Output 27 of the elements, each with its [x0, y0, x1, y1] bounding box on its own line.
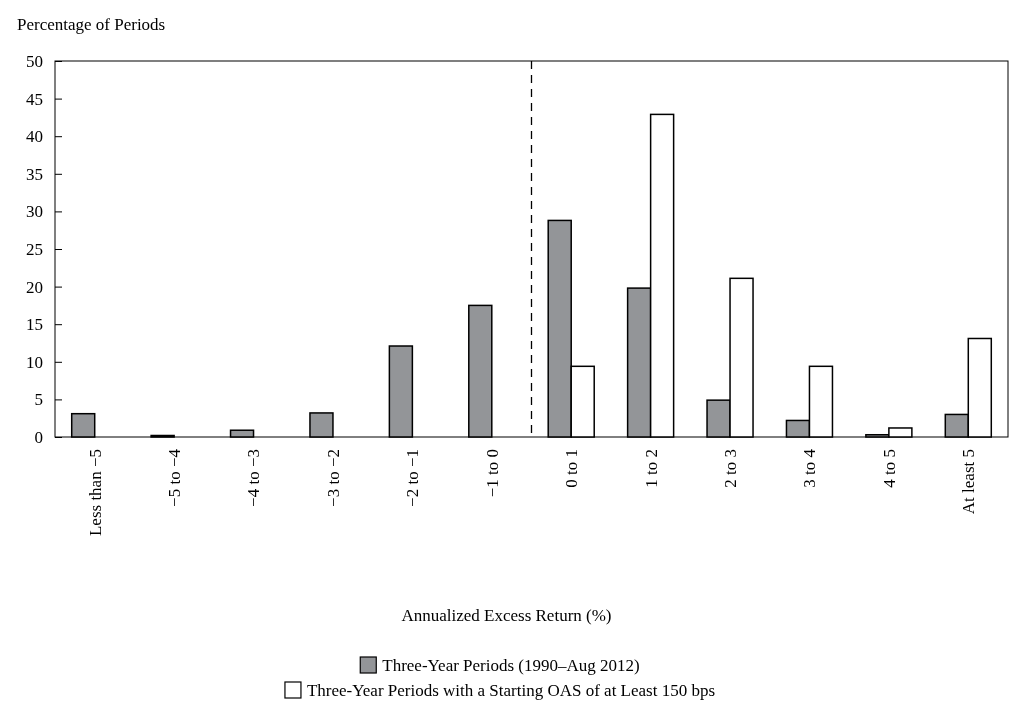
y-axis-title: Percentage of Periods: [17, 15, 166, 34]
x-tick-label: 4 to 5: [879, 449, 899, 488]
y-tick-label: 40: [26, 127, 43, 147]
x-tick-label: −5 to −4: [165, 448, 185, 507]
x-tick-label: −1 to 0: [482, 449, 502, 498]
y-tick-label: 10: [26, 352, 43, 372]
y-tick-label: 50: [26, 51, 43, 71]
y-tick-label: 15: [26, 315, 43, 335]
x-tick-label: −3 to −2: [323, 449, 343, 507]
y-tick-label: 5: [34, 390, 43, 410]
x-tick-label: −2 to −1: [403, 449, 423, 507]
y-tick-label: 45: [26, 89, 43, 109]
x-tick-label: 3 to 4: [800, 448, 820, 488]
y-tick-label: 30: [26, 202, 43, 222]
y-tick-label: 25: [26, 239, 43, 259]
y-tick-label: 35: [26, 164, 43, 184]
x-tick-label: At least 5: [959, 449, 979, 515]
legend-label: Three-Year Periods with a Starting OAS of at Least 150 bps: [306, 680, 716, 700]
x-tick-label: 0 to 1: [562, 449, 582, 488]
x-tick-label: −4 to −3: [244, 449, 264, 507]
x-tick-label: 1 to 2: [641, 449, 661, 488]
x-axis-title: Annualized Excess Return (%): [401, 606, 612, 625]
y-tick-label: 20: [26, 277, 43, 297]
x-tick-label: Less than −5: [85, 449, 105, 537]
legend-label: Three-Year Periods (1990–Aug 2012): [382, 655, 640, 675]
y-tick-label: 0: [34, 427, 43, 447]
x-tick-label: 2 to 3: [720, 449, 740, 488]
